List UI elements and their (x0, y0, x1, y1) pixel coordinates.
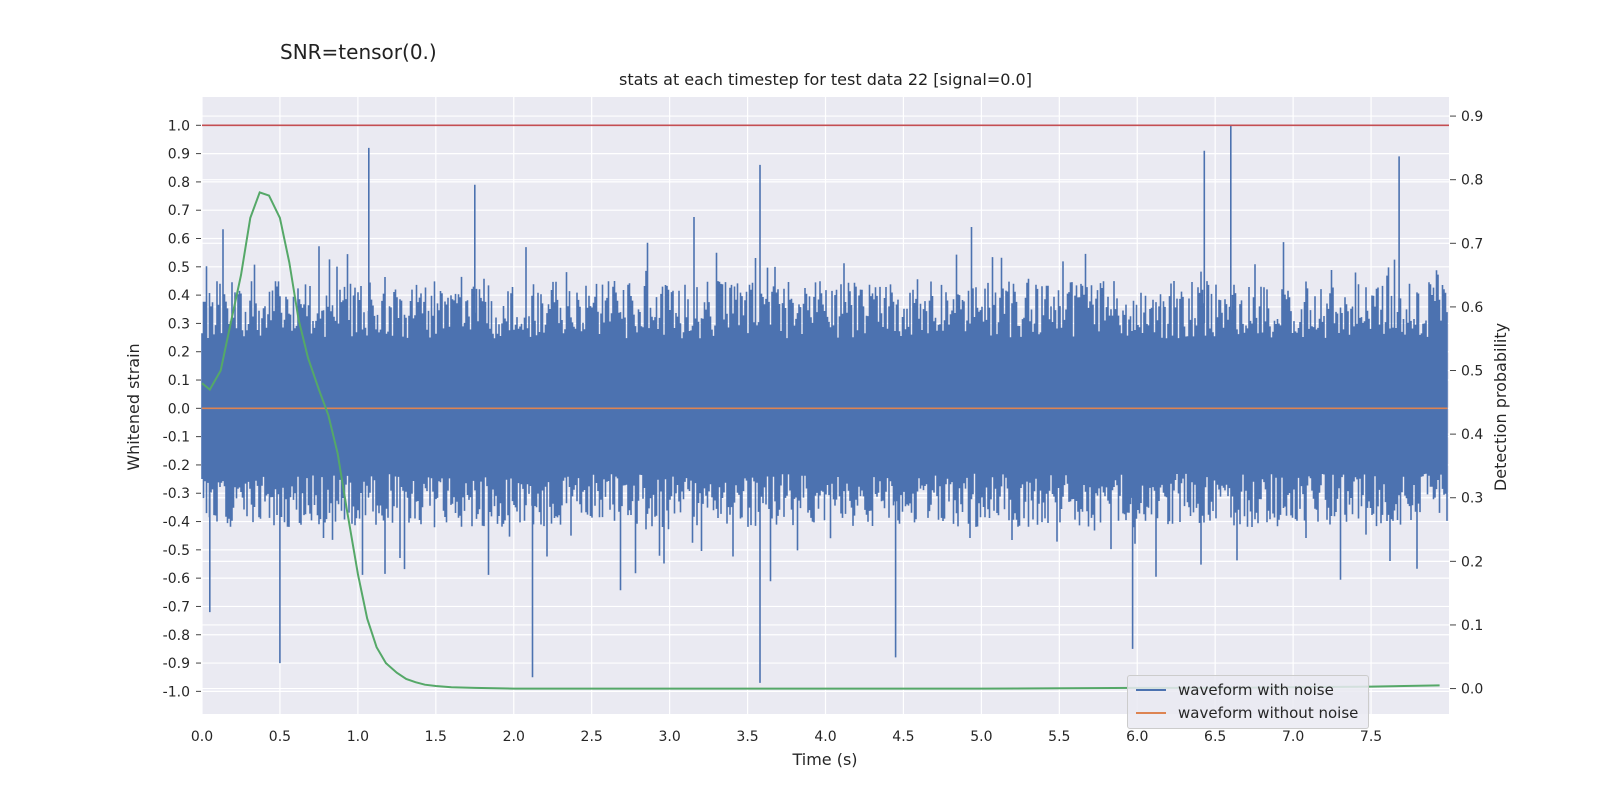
y2-tick-label: 0.9 (1461, 109, 1483, 125)
y2-tick-label: 0.1 (1461, 618, 1483, 634)
legend-swatch-without-noise (1136, 712, 1166, 714)
y2-axis-label: Detection probability (1491, 323, 1510, 491)
y-tick-label: -0.8 (163, 628, 190, 644)
y-tick-label: 0.1 (168, 373, 190, 389)
legend: waveform with noise waveform without noi… (1127, 675, 1369, 729)
y2-tick-label: 0.8 (1461, 173, 1483, 189)
y-tick-label: 0.6 (168, 232, 190, 248)
x-tick-label: 1.0 (347, 729, 369, 745)
legend-swatch-with-noise (1136, 689, 1166, 691)
x-tick-label: 7.0 (1282, 729, 1304, 745)
y-tick-label: -0.6 (163, 571, 190, 587)
x-tick-label: 5.0 (970, 729, 992, 745)
y-tick-label: -0.5 (163, 543, 190, 559)
y-tick-label: 0.2 (168, 345, 190, 361)
y2-tick-label: 0.4 (1461, 427, 1483, 443)
x-tick-label: 2.0 (503, 729, 525, 745)
x-tick-label: 4.5 (892, 729, 914, 745)
y-tick-label: -0.9 (163, 656, 190, 672)
y-axis-label: Whitened strain (124, 343, 143, 470)
y-tick-label: 0.4 (168, 288, 190, 304)
figure-suptitle: SNR=tensor(0.) (280, 40, 437, 64)
y-tick-label: 0.8 (168, 175, 190, 191)
series-detection-probability (201, 191, 1440, 690)
x-axis: 0.0 0.5 1.0 1.5 2.0 2.5 3.0 3.5 4.0 4.5 5.0 5.5 6.0 6… (191, 729, 1382, 745)
y-tick-label: 0.3 (168, 316, 190, 332)
series-lines (201, 124, 1449, 690)
y-tick-label: 1.0 (168, 118, 190, 134)
x-axis-label: Time (s) (791, 750, 857, 769)
y-tick-label: -1.0 (163, 684, 190, 700)
x-tick-label: 4.0 (814, 729, 836, 745)
y2-tick-label: 0.3 (1461, 491, 1483, 507)
y-tick-label: -0.3 (163, 486, 190, 502)
y-tick-label: 0.5 (168, 260, 190, 276)
y2-tick-label: 0.5 (1461, 364, 1483, 380)
legend-item-without-noise: waveform without noise (1136, 702, 1358, 724)
y2-tick-label: 0.2 (1461, 554, 1483, 570)
legend-label-without-noise: waveform without noise (1178, 704, 1359, 722)
x-tick-label: 1.5 (425, 729, 447, 745)
x-tick-label: 2.5 (581, 729, 603, 745)
x-tick-label: 3.5 (736, 729, 758, 745)
y2-tick-label: 0.6 (1461, 300, 1483, 316)
legend-label-with-noise: waveform with noise (1178, 681, 1334, 699)
x-tick-label: 6.0 (1126, 729, 1148, 745)
x-tick-label: 0.5 (269, 729, 291, 745)
chart-title: stats at each timestep for test data 22 … (619, 70, 1032, 89)
y-tick-label: -0.7 (163, 599, 190, 615)
x-tick-label: 6.5 (1204, 729, 1226, 745)
x-tick-label: 3.0 (658, 729, 680, 745)
y-tick-label: -0.1 (163, 430, 190, 446)
x-tick-label: 7.5 (1360, 729, 1382, 745)
y-tick-label: 0.9 (168, 147, 190, 163)
y2-tick-label: 0.7 (1461, 236, 1483, 252)
y-axis-right: 0.9 0.8 0.7 0.6 0.5 0.4 0.3 0.2 0.1 0.0 (1450, 109, 1483, 698)
y-tick-label: -0.4 (163, 515, 190, 531)
y-tick-label: 0.0 (168, 401, 190, 417)
y2-tick-label: 0.0 (1461, 682, 1483, 698)
legend-item-with-noise: waveform with noise (1136, 679, 1334, 701)
x-tick-label: 0.0 (191, 729, 213, 745)
y-tick-label: 0.7 (168, 203, 190, 219)
y-axis-left: 1.0 0.9 0.8 0.7 0.6 0.5 0.4 0.3 0.2 0.1 0.0 -0.1 -0.… (163, 118, 201, 700)
y-tick-label: -0.2 (163, 458, 190, 474)
x-tick-label: 5.5 (1048, 729, 1070, 745)
